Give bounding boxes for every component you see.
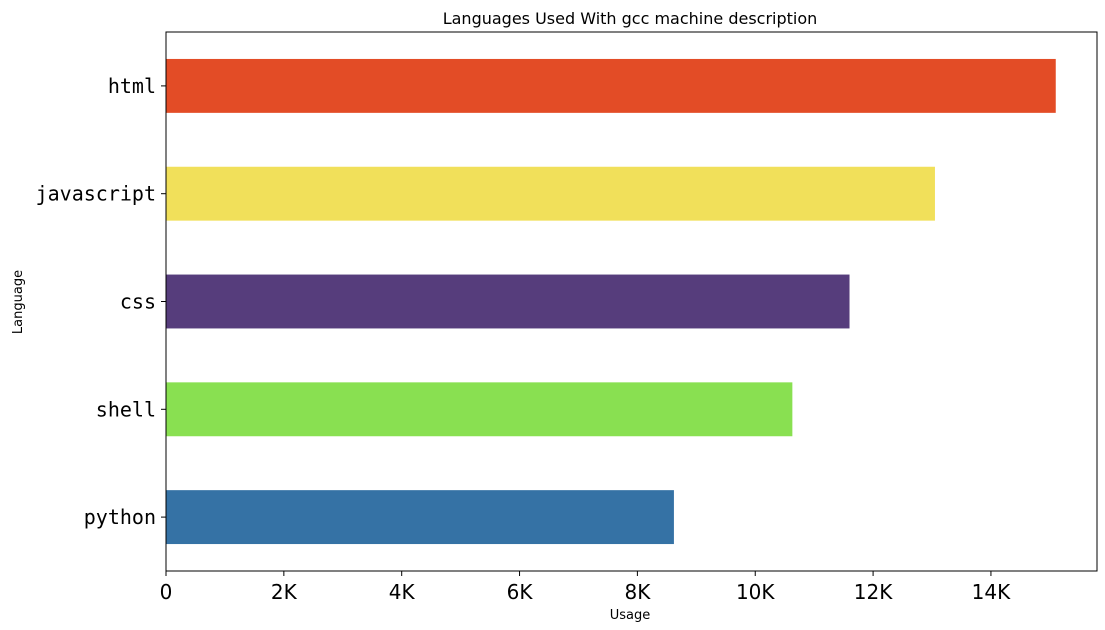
- x-tick-label: 12K: [854, 580, 893, 604]
- x-tick-label: 14K: [972, 580, 1011, 604]
- bar-html: [166, 58, 1056, 113]
- x-tick-label: 8K: [624, 580, 651, 604]
- bar-css: [166, 274, 850, 329]
- bar-javascript: [166, 166, 935, 221]
- bar-python: [166, 490, 674, 545]
- y-tick-label-python: python: [84, 505, 156, 529]
- chart-text: Languages Used With gcc machine descript…: [11, 9, 817, 623]
- x-tick-label: 10K: [736, 580, 775, 604]
- y-tick-label-javascript: javascript: [36, 182, 156, 206]
- x-tick-label: 2K: [271, 580, 298, 604]
- x-axis-label: Usage: [610, 608, 651, 623]
- y-tick-label-css: css: [120, 290, 156, 314]
- x-tick-label: 6K: [507, 580, 534, 604]
- chart-title: Languages Used With gcc machine descript…: [443, 9, 818, 28]
- plot-area: 0 2K 4K 6K 8K 10K 12K 14K html javascript css shell…: [36, 31, 1098, 604]
- y-axis-label: Language: [11, 270, 26, 334]
- y-tick-label-html: html: [108, 74, 156, 98]
- x-tick-label: 4K: [389, 580, 416, 604]
- y-tick-label-shell: shell: [96, 397, 156, 421]
- x-tick-label: 0: [160, 580, 173, 604]
- bar-shell: [166, 382, 793, 437]
